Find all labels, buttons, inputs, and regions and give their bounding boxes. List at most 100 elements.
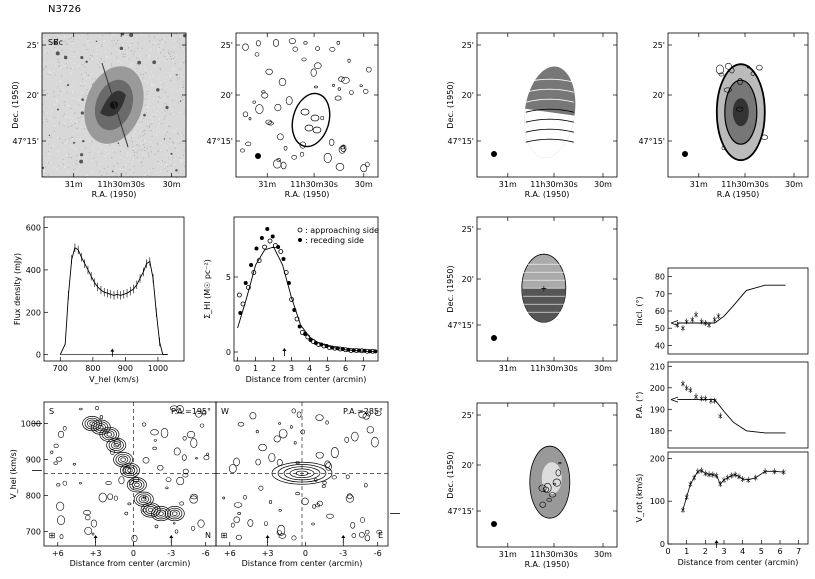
optical-noise [167,170,169,172]
optical-noise [183,62,185,64]
optical-noise [157,110,159,112]
optical-ytick-label-0: 25' [27,41,39,50]
optical-noise [178,154,180,156]
optical-noise [146,148,148,150]
optical-star [165,105,169,110]
optical-noise [126,66,128,68]
optical-noise [45,157,47,159]
optical-noise [150,145,152,147]
surface_density-xtick-label-2: 2 [271,364,276,373]
optical-noise [95,53,97,55]
optical-noise [68,116,70,118]
optical-noise [105,148,107,150]
optical-noise [175,54,177,56]
pv_minor-panel-left: W [221,407,229,416]
optical-noise [168,121,170,123]
residual_velocity-ytick-label-1: 20' [462,461,474,470]
optical-noise [149,141,151,143]
noise-contour [175,405,184,414]
optical-noise [49,71,51,73]
optical-noise [178,102,180,104]
hi_density_map-xtick-label-1: 11h30m30s [721,180,769,189]
optical-noise [70,72,72,74]
optical-ylabel: Dec. (1950) [11,81,20,128]
optical-noise [183,149,185,151]
optical-star [80,55,84,60]
legend-open-marker [297,227,303,233]
optical-noise [67,80,69,82]
receding-point-5 [265,227,270,231]
pv_major-xtick-label-2: 0 [131,549,136,558]
optical-noise [57,59,59,61]
optical-noise [64,166,66,168]
optical-noise [128,137,130,139]
optical-noise [146,93,148,95]
optical-noise [139,114,141,116]
position_angle-ylabel: P.A. (°) [635,392,644,419]
optical-noise [78,159,80,161]
noise-contour [285,96,293,106]
rotation_curve-xtick-label-2: 2 [703,547,708,556]
noise-contour [301,497,309,506]
noise-contour [142,457,150,464]
rotation_curve-xtick-label-5: 5 [759,547,764,556]
surface_density-xlabel: Distance from center (arcmin) [246,375,367,384]
optical-noise [131,42,133,44]
noise-contour [165,486,169,490]
optical-noise [53,145,55,147]
optical-noise [174,138,176,140]
approaching-point-5 [262,244,268,250]
hi_map-xtick-label-2: 30m [355,180,373,189]
optical-noise [47,95,49,97]
optical-noise [116,56,118,58]
optical-noise [164,37,166,39]
rotation_curve-ytick-label-0: 0 [660,540,665,549]
optical-noise [127,160,129,162]
noise-contour [274,103,282,112]
optical-noise [74,123,76,125]
noise-contour [539,501,546,508]
optical-star [67,84,70,87]
optical-noise [81,78,83,80]
optical-noise [52,144,54,146]
pv-emission-contour [131,480,143,489]
optical-noise [179,47,181,49]
optical-noise [142,73,144,75]
optical-star [152,60,157,65]
optical-noise [50,110,52,112]
optical-noise [119,141,121,143]
optical-noise [170,129,172,131]
optical-noise [86,174,88,176]
optical-noise [163,166,165,168]
optical-noise [93,82,95,84]
optical-noise [57,150,59,152]
optical-noise [172,142,174,144]
optical-noise [180,63,182,65]
optical-noise [177,41,179,43]
optical-noise [76,52,78,54]
optical-noise [47,52,49,54]
noise-contour [351,533,357,538]
optical-noise [82,63,84,65]
inclination-frame [667,267,809,355]
rotation_curve-xlabel: Distance from center (arcmin) [678,558,799,567]
optical-noise [176,149,178,151]
noise-contour [195,457,198,460]
optical-noise [57,45,59,47]
optical-noise [97,62,99,64]
optical-noise [128,58,130,60]
optical-noise [70,36,72,38]
optical-noise [58,37,60,39]
optical-noise [78,121,80,123]
optical-noise [138,54,140,56]
surface_density-xtick-label-6: 6 [343,364,348,373]
noise-contour [237,422,245,427]
pv_major-contours [44,402,216,546]
optical-noise [166,163,168,165]
noise-contour [84,526,93,535]
optical-noise [59,81,61,83]
optical-noise [148,170,150,172]
optical-noise [87,33,89,35]
noise-contour [371,436,379,448]
optical-noise [158,118,160,120]
